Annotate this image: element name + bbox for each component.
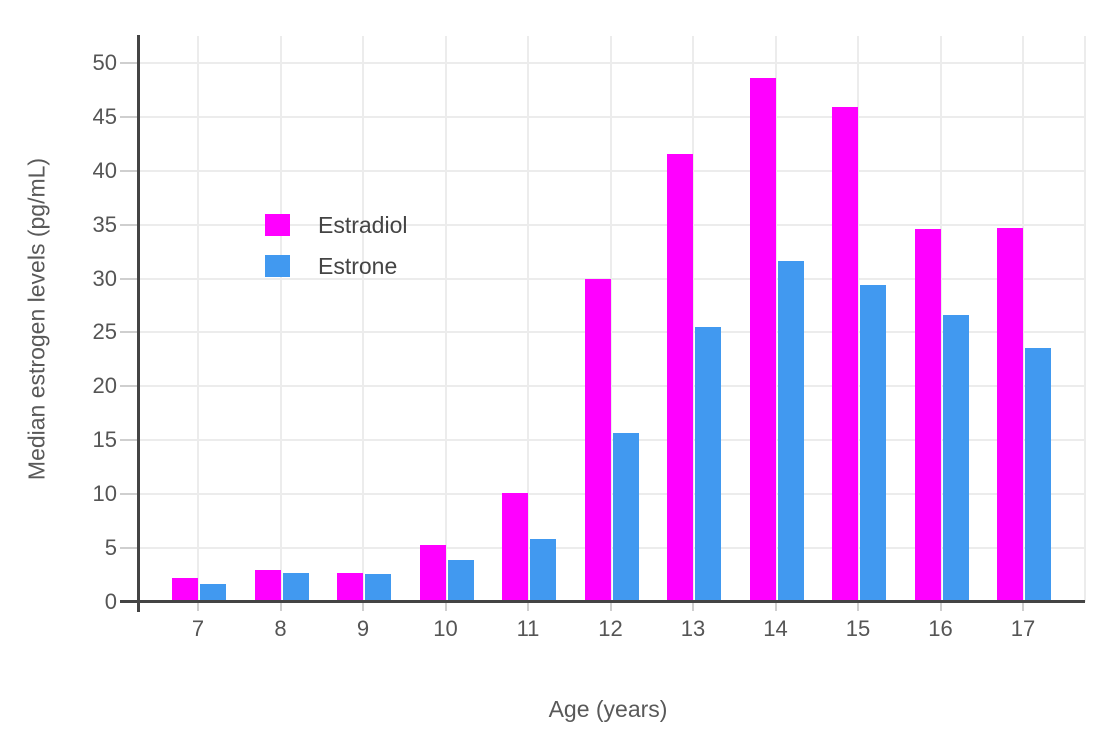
y-tick bbox=[120, 277, 137, 280]
y-tick bbox=[120, 223, 137, 226]
bar-estradiol-age-8[interactable] bbox=[254, 569, 281, 602]
y-tick-label: 40 bbox=[92, 157, 117, 183]
x-tick-label: 8 bbox=[274, 616, 287, 641]
legend: Estradiol Estrone bbox=[265, 213, 407, 295]
y-tick-label: 5 bbox=[104, 535, 117, 561]
x-tick-label: 16 bbox=[928, 616, 953, 641]
bar-estradiol-age-11[interactable] bbox=[502, 493, 528, 602]
y-tick-label: 45 bbox=[92, 103, 117, 129]
x-axis-title: Age (years) bbox=[548, 696, 668, 722]
x-tick bbox=[527, 603, 529, 611]
gridline-vertical bbox=[1022, 36, 1024, 602]
y-tick bbox=[120, 385, 137, 388]
bar-estradiol-age-14[interactable] bbox=[749, 78, 776, 602]
y-tick bbox=[120, 169, 137, 172]
x-tick bbox=[1022, 603, 1024, 611]
gridline-vertical bbox=[609, 36, 612, 602]
y-tick-label: 25 bbox=[92, 319, 117, 345]
y-tick bbox=[120, 439, 137, 442]
bar-estradiol-age-13[interactable] bbox=[667, 153, 693, 602]
bar-estrone-age-17[interactable] bbox=[1025, 347, 1051, 602]
bar-estradiol-age-15[interactable] bbox=[832, 107, 858, 602]
legend-swatch-estradiol bbox=[265, 214, 290, 236]
legend-label-estradiol: Estradiol bbox=[318, 212, 408, 238]
gridline-horizontal bbox=[140, 385, 1085, 388]
y-axis-line bbox=[137, 35, 140, 612]
gridline-vertical bbox=[774, 36, 777, 602]
gridline-horizontal bbox=[140, 223, 1085, 226]
x-tick bbox=[774, 603, 777, 611]
y-tick bbox=[120, 331, 137, 334]
gridline-horizontal bbox=[140, 169, 1085, 172]
y-tick-label: 35 bbox=[92, 211, 117, 237]
gridline-vertical bbox=[939, 36, 942, 602]
bar-estrone-age-14[interactable] bbox=[777, 261, 804, 602]
x-tick-label: 14 bbox=[763, 616, 788, 641]
y-tick-label: 30 bbox=[92, 265, 117, 291]
legend-label-estrone: Estrone bbox=[318, 253, 398, 279]
bar-estrone-age-15[interactable] bbox=[860, 285, 886, 602]
bar-estrone-age-8[interactable] bbox=[282, 572, 309, 602]
y-tick bbox=[120, 61, 137, 64]
x-tick-label: 11 bbox=[516, 616, 540, 641]
y-tick-label: 50 bbox=[92, 49, 117, 75]
bar-estrone-age-12[interactable] bbox=[612, 432, 639, 602]
y-tick-label: 10 bbox=[92, 481, 117, 507]
x-tick-label: 7 bbox=[191, 616, 205, 641]
x-tick bbox=[939, 603, 942, 611]
x-tick bbox=[857, 603, 859, 611]
gridline-vertical bbox=[197, 36, 199, 602]
x-tick bbox=[444, 603, 447, 611]
bar-estrone-age-16[interactable] bbox=[942, 315, 969, 602]
x-tick-label: 13 bbox=[680, 616, 706, 641]
gridline-vertical bbox=[692, 36, 694, 602]
bar-estradiol-age-9[interactable] bbox=[337, 572, 363, 602]
gridline-vertical bbox=[444, 36, 447, 602]
gridline-vertical bbox=[362, 36, 364, 602]
bar-estrone-age-11[interactable] bbox=[530, 539, 556, 602]
x-tick bbox=[197, 603, 199, 611]
legend-item-estrone[interactable]: Estrone bbox=[265, 254, 407, 278]
bar-estradiol-age-7[interactable] bbox=[172, 578, 198, 602]
gridline-horizontal bbox=[140, 61, 1085, 64]
y-tick bbox=[120, 115, 137, 118]
gridline-vertical bbox=[527, 36, 529, 602]
bar-estrone-age-10[interactable] bbox=[447, 559, 474, 602]
y-tick-label: 0 bbox=[104, 589, 117, 614]
y-tick bbox=[120, 493, 137, 496]
legend-item-estradiol[interactable]: Estradiol bbox=[265, 213, 407, 237]
x-tick bbox=[609, 603, 612, 611]
x-tick-label: 9 bbox=[356, 616, 370, 641]
bar-estradiol-age-17[interactable] bbox=[997, 227, 1023, 602]
gridline-vertical bbox=[1084, 36, 1086, 602]
plot-area: Estradiol Estrone bbox=[140, 36, 1086, 602]
x-tick bbox=[362, 603, 364, 611]
x-tick-label: 17 bbox=[1010, 616, 1036, 641]
bar-estradiol-age-10[interactable] bbox=[419, 544, 446, 602]
gridline-vertical bbox=[857, 36, 859, 602]
y-tick bbox=[120, 547, 137, 550]
x-tick bbox=[692, 603, 694, 611]
y-tick-label: 20 bbox=[92, 373, 117, 399]
bar-estradiol-age-16[interactable] bbox=[914, 228, 941, 602]
x-tick-label: 10 bbox=[433, 616, 458, 641]
x-tick-label: 12 bbox=[598, 616, 623, 641]
gridline-horizontal bbox=[140, 277, 1085, 280]
x-tick bbox=[279, 603, 282, 611]
bar-estradiol-age-12[interactable] bbox=[584, 278, 611, 602]
gridline-horizontal bbox=[140, 331, 1085, 334]
x-axis-line bbox=[120, 600, 1085, 603]
bar-estrone-age-13[interactable] bbox=[695, 327, 721, 602]
gridline-vertical bbox=[279, 36, 282, 602]
legend-swatch-estrone bbox=[265, 255, 290, 277]
gridline-horizontal bbox=[140, 115, 1085, 118]
bar-estrone-age-7[interactable] bbox=[200, 583, 226, 602]
bar-estrone-age-9[interactable] bbox=[365, 573, 391, 602]
y-tick-label: 15 bbox=[92, 427, 117, 453]
x-tick-label: 15 bbox=[845, 616, 871, 641]
